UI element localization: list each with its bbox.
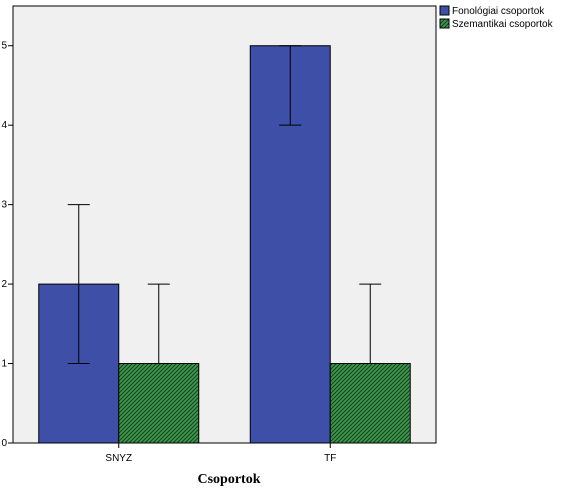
bar — [118, 363, 200, 444]
y-tick-label: 4 — [1, 120, 7, 131]
y-tick-label: 1 — [1, 359, 7, 370]
x-tick-label: TF — [324, 453, 336, 464]
x-axis-title: Csoportok — [197, 472, 260, 487]
x-axis: SNYZ TF — [105, 443, 336, 464]
y-axis: 0 1 2 3 4 5 — [1, 41, 13, 449]
y-tick-label: 0 — [1, 438, 7, 449]
y-tick-label: 2 — [1, 279, 7, 290]
legend: Fonológiai csoportok Szemantikai csoporto… — [439, 5, 554, 30]
error-bars — [67, 45, 382, 365]
x-tick-label: SNYZ — [105, 453, 132, 464]
y-tick-label: 5 — [1, 41, 7, 52]
bar — [329, 363, 411, 444]
legend-swatch — [439, 18, 450, 29]
legend-swatch — [439, 5, 450, 16]
bar — [249, 45, 331, 444]
legend-label: Szemantikai csoportok — [452, 19, 554, 30]
y-tick-label: 3 — [1, 200, 7, 211]
legend-label: Fonológiai csoportok — [452, 6, 545, 17]
